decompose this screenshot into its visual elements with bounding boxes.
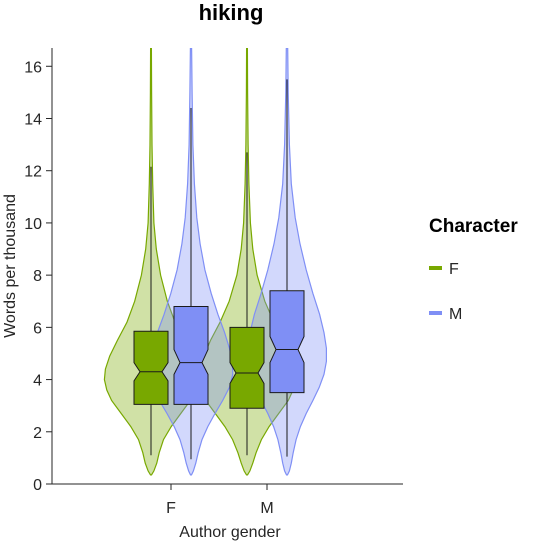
legend-label-F: F — [449, 261, 459, 278]
y-tick-label: 2 — [33, 425, 42, 442]
y-tick-label: 10 — [24, 216, 42, 233]
y-tick-label: 14 — [24, 111, 42, 128]
y-tick-label: 4 — [33, 373, 42, 390]
legend-label-M: M — [449, 306, 462, 323]
box-F-M — [229, 326, 265, 409]
box-M-F — [173, 305, 209, 405]
legend-title: Character — [429, 216, 518, 237]
x-tick-label-F: F — [166, 500, 176, 517]
x-axis-label: Author gender — [179, 524, 281, 541]
y-tick-label: 12 — [24, 164, 42, 181]
box-F-F — [133, 330, 169, 405]
axes — [51, 48, 403, 485]
y-tick-label: 16 — [24, 59, 42, 76]
y-ticks: 0 2 4 6 8 10 12 14 16 — [24, 59, 52, 494]
box-M-M — [269, 290, 305, 394]
chart-title: hiking — [199, 0, 264, 25]
y-axis-label: Words per thousand — [2, 194, 19, 338]
legend: Character F M — [429, 216, 518, 323]
y-tick-label: 8 — [33, 268, 42, 285]
plot-area — [103, 48, 327, 476]
x-tick-label-M: M — [260, 500, 273, 517]
y-tick-label: 6 — [33, 320, 42, 337]
y-tick-label: 0 — [33, 477, 42, 494]
